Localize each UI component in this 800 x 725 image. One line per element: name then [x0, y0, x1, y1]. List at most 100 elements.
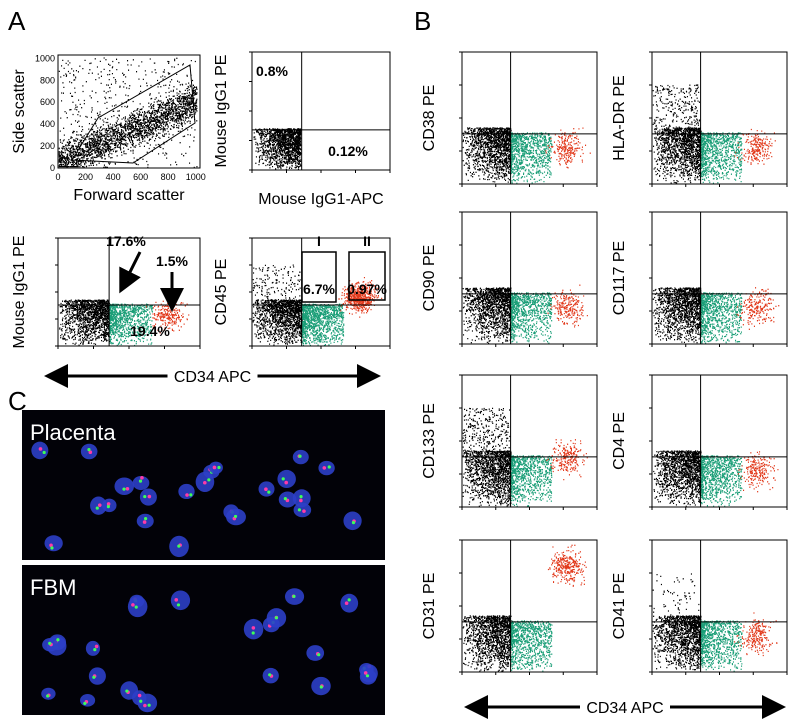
panel-label: A	[8, 6, 26, 36]
fish-signal	[322, 466, 327, 470]
dot-cloud	[510, 292, 553, 344]
fish-signal	[267, 490, 271, 494]
arrow	[119, 251, 142, 294]
fish-signal	[94, 644, 99, 649]
y-axis-label: CD117 PE	[611, 241, 628, 315]
fish-signal	[351, 520, 356, 525]
fish-signal	[50, 546, 54, 550]
fish-signal	[95, 506, 99, 510]
fish-signal	[97, 503, 102, 507]
panel-label: B	[414, 6, 431, 36]
fish-signal	[207, 478, 211, 482]
fish-signal	[233, 514, 238, 519]
cell-nucleus	[80, 693, 96, 707]
plot-frame	[461, 211, 598, 345]
fish-signal	[327, 465, 331, 469]
fish-signal	[106, 505, 110, 509]
gate-box	[301, 251, 337, 303]
fish-signal	[189, 493, 193, 497]
fish-signal	[202, 480, 207, 485]
fish-signal	[317, 653, 321, 657]
fish-signal	[138, 479, 143, 483]
cell-nucleus	[293, 502, 312, 518]
fish-signal	[49, 543, 53, 548]
cell-nucleus	[114, 477, 134, 496]
plot-frame	[651, 374, 788, 508]
fish-signal	[142, 520, 147, 524]
y-axis-label: HLA-DR PE	[611, 75, 628, 160]
dot-cloud	[462, 450, 512, 507]
fish-signal	[139, 699, 143, 703]
cell-nucleus	[306, 645, 325, 661]
cell-nucleus	[360, 664, 378, 683]
y-axis-label: CD4 PE	[611, 412, 628, 470]
dot-cloud	[653, 450, 702, 507]
fish-signal	[92, 675, 96, 679]
fish-signal	[365, 674, 370, 678]
fish-signal	[344, 601, 349, 606]
annotation: 17.6%	[106, 233, 146, 249]
fish-signal	[125, 486, 130, 491]
cell-nucleus	[170, 590, 191, 611]
dot-cloud	[462, 127, 512, 183]
fish-signal	[363, 671, 368, 675]
y-tick-label: 800	[40, 75, 55, 85]
dot-cloud	[652, 287, 702, 344]
fish-signal	[174, 598, 179, 602]
dot-cloud	[58, 79, 198, 168]
fish-signal	[38, 447, 43, 451]
dot-cloud	[510, 455, 553, 507]
fish-signal	[144, 517, 148, 521]
dot-cloud	[462, 615, 512, 672]
dot-cloud	[547, 284, 588, 328]
fish-signal	[283, 497, 287, 501]
dot-cloud	[109, 303, 153, 347]
gate	[71, 64, 196, 164]
y-axis-label: Mouse IgG1 PE	[213, 55, 230, 168]
fish-signal	[48, 641, 52, 645]
fish-signal	[281, 477, 285, 481]
dot-cloud	[700, 292, 743, 344]
axis-label: CD34 APC	[174, 369, 251, 386]
axis-label-bg	[580, 697, 670, 717]
y-axis-label: CD31 PE	[421, 573, 438, 640]
dot-cloud	[252, 299, 303, 346]
fish-signal	[319, 685, 323, 689]
fish-signal	[93, 648, 97, 652]
y-axis-label: CD38 PE	[421, 85, 438, 152]
y-tick-label: 1000	[35, 53, 55, 63]
annotation: II	[363, 233, 371, 249]
annotation: 0.8%	[256, 63, 288, 79]
cell-nucleus	[85, 640, 101, 656]
x-axis-label: Forward scatter	[73, 187, 185, 204]
fish-signal	[125, 689, 129, 693]
fish-signal	[284, 480, 289, 485]
image-label: Placenta	[30, 420, 116, 445]
cell-nucleus	[178, 483, 195, 500]
fish-signal	[56, 638, 60, 642]
dot-cloud	[652, 573, 700, 620]
axis-label-bg	[167, 366, 258, 386]
dot-cloud	[302, 303, 345, 347]
fish-signal	[274, 616, 279, 620]
dot-cloud	[59, 299, 111, 346]
fish-signal	[87, 447, 91, 452]
dot-cloud	[737, 451, 779, 493]
x-tick-label: 1000	[186, 172, 206, 182]
fish-signal	[88, 450, 93, 455]
dot-cloud	[734, 128, 776, 165]
fish-signal	[299, 498, 303, 503]
cell-nucleus	[340, 593, 359, 613]
y-tick-label: 0	[50, 163, 55, 173]
y-axis-label: CD90 PE	[421, 245, 438, 312]
gate-box	[348, 251, 386, 301]
dot-cloud	[545, 127, 591, 169]
cell-nucleus	[318, 460, 335, 476]
fish-signal	[251, 631, 255, 635]
dot-cloud	[653, 127, 702, 184]
fish-signal	[264, 487, 268, 492]
fish-signal	[143, 494, 147, 499]
fish-signal	[137, 693, 142, 698]
dot-cloud	[700, 132, 743, 184]
y-tick-label: 600	[40, 97, 55, 107]
